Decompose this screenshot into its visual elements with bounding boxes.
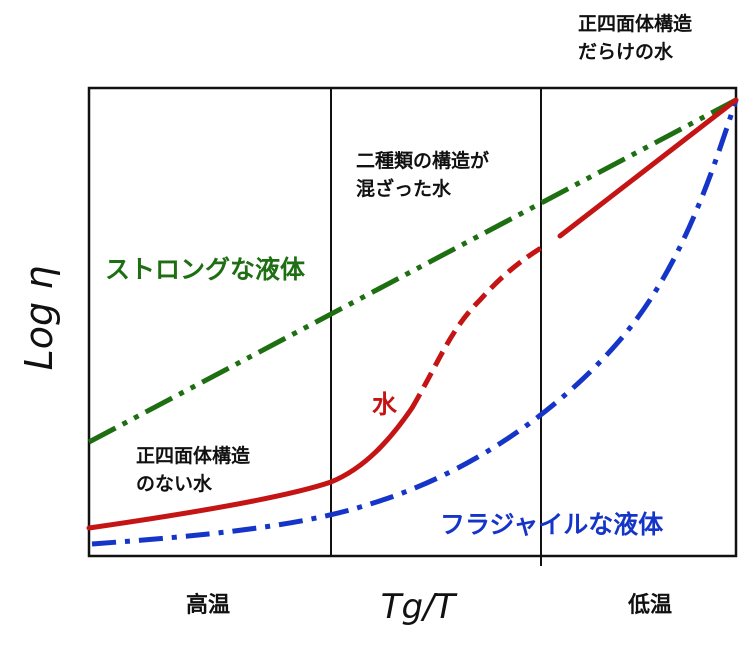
- water-label: 水: [372, 390, 398, 419]
- x-axis-label-high-temp: 高温: [186, 592, 230, 618]
- water-curve-dashed: [409, 245, 543, 410]
- region-label-tetrahedral-line1: 正四面体構造: [578, 12, 693, 35]
- fragile-liquid-label: フラジャイルな液体: [440, 510, 664, 539]
- region-label-tetrahedral-line2: だらけの水: [578, 41, 674, 63]
- region-label-no-tetrahedral-line2: のない水: [136, 473, 213, 495]
- region-label-no-tetrahedral-line1: 正四面体構造: [136, 444, 251, 467]
- water-curve-solid-low: [86, 405, 415, 531]
- water-curve-solid-high: [557, 97, 739, 239]
- region-label-mixed-line1: 二種類の構造が: [356, 149, 489, 172]
- region-label-mixed-line2: 混ざった水: [356, 177, 452, 200]
- strong-liquid-label: ストロングな液体: [105, 255, 306, 284]
- plot-frame: [87, 86, 738, 558]
- x-axis-label-low-temp: 低温: [627, 593, 672, 618]
- x-axis-label: Tg/T: [381, 587, 458, 627]
- y-axis-label: Log η: [17, 266, 61, 371]
- fragile-liquid-curve: [91, 99, 739, 547]
